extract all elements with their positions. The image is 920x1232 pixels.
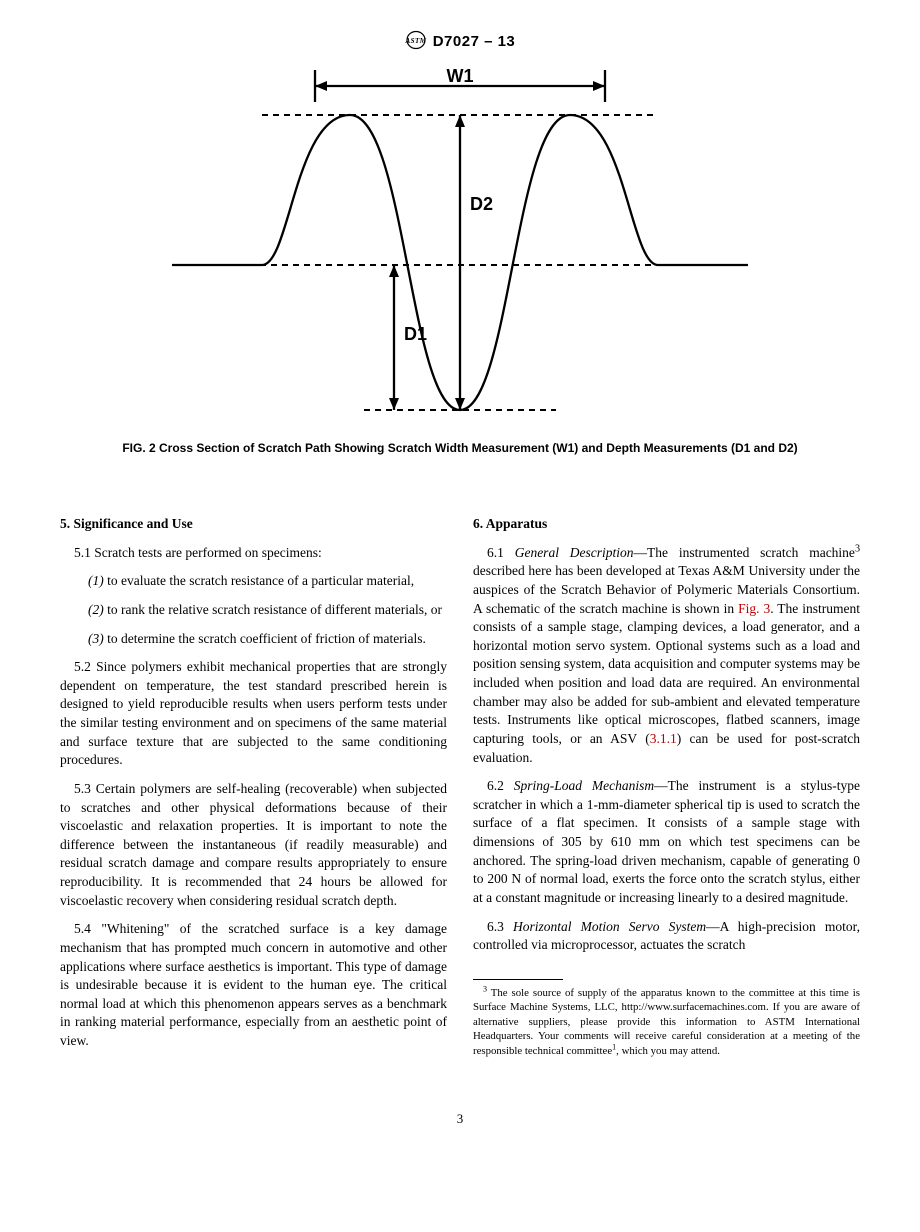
astm-logo-icon: ASTM — [405, 30, 427, 54]
para-6-2-body: —The instrument is a stylus-type scratch… — [473, 778, 860, 905]
left-column: 5. Significance and Use 5.1 Scratch test… — [60, 515, 447, 1061]
para-6-1-a: —The instrumented scratch machine — [634, 545, 855, 560]
para-5-4: 5.4 "Whitening" of the scratched surface… — [60, 920, 447, 1050]
label-w1: W1 — [447, 66, 474, 86]
para-5-1: 5.1 Scratch tests are performed on speci… — [60, 544, 447, 563]
para-5-2: 5.2 Since polymers exhibit mechanical pr… — [60, 658, 447, 770]
page: ASTM D7027 – 13 W1 D2 — [0, 0, 920, 1167]
para-6-2: 6.2 Spring-Load Mechanism—The instrument… — [473, 777, 860, 907]
scratch-profile-diagram: W1 D2 D1 — [150, 60, 770, 430]
label-d2: D2 — [470, 194, 493, 214]
label-d1: D1 — [404, 324, 427, 344]
para-6-1-term: General Description — [515, 545, 634, 560]
section-6-heading: 6. Apparatus — [473, 515, 860, 534]
figure-caption: FIG. 2 Cross Section of Scratch Path Sho… — [60, 441, 860, 455]
para-5-3: 5.3 Certain polymers are self-healing (r… — [60, 780, 447, 910]
footnote-ref-3: 3 — [855, 543, 860, 554]
para-6-1-lead: 6.1 — [487, 545, 515, 560]
figure-2: W1 D2 D1 FIG. 2 Cross Section of Scratch… — [60, 60, 860, 455]
para-6-3-lead: 6.3 — [487, 919, 513, 934]
para-5-1-1: (1) to evaluate the scratch resistance o… — [60, 572, 447, 591]
right-column: 6. Apparatus 6.1 General Description—The… — [473, 515, 860, 1061]
para-5-1-1-text: to evaluate the scratch resistance of a … — [107, 573, 414, 588]
two-column-body: 5. Significance and Use 5.1 Scratch test… — [60, 515, 860, 1061]
para-6-2-term: Spring-Load Mechanism — [514, 778, 654, 793]
footnote-divider — [473, 979, 563, 980]
footnote-3: 3 The sole source of supply of the appar… — [473, 986, 860, 1059]
standard-header: ASTM D7027 – 13 — [60, 30, 860, 54]
footnote-body-b: , which you may attend. — [616, 1045, 720, 1057]
page-number: 3 — [60, 1111, 860, 1127]
para-6-3: 6.3 Horizontal Motion Servo System—A hig… — [473, 918, 860, 955]
para-6-1: 6.1 General Description—The instrumented… — [473, 544, 860, 768]
standard-id: D7027 – 13 — [433, 33, 516, 50]
svg-text:ASTM: ASTM — [405, 37, 427, 45]
para-6-2-lead: 6.2 — [487, 778, 514, 793]
para-6-1-c: . The instrument consists of a sample st… — [473, 601, 860, 746]
fig-3-link[interactable]: Fig. 3 — [738, 601, 770, 616]
para-5-1-2: (2) to rank the relative scratch resista… — [60, 601, 447, 620]
section-5-heading: 5. Significance and Use — [60, 515, 447, 534]
para-6-3-term: Horizontal Motion Servo System — [513, 919, 706, 934]
para-5-1-3-text: to determine the scratch coefficient of … — [107, 631, 426, 646]
para-5-1-2-text: to rank the relative scratch resistance … — [107, 602, 442, 617]
para-5-1-3: (3) to determine the scratch coefficient… — [60, 630, 447, 649]
ref-311-link[interactable]: 3.1.1 — [650, 731, 677, 746]
